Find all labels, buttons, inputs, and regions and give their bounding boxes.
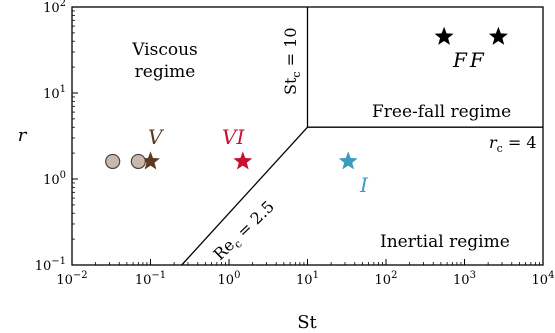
- x-tick-label: 10−1: [135, 270, 166, 288]
- y-tick-label: 102: [43, 0, 66, 16]
- x-tick-label: 102: [375, 270, 398, 288]
- star-marker-i: [338, 151, 358, 170]
- point-label-ff: FF: [452, 48, 487, 72]
- data-markers: [105, 26, 508, 170]
- star-marker-ff: [434, 26, 454, 45]
- region-inertial: Inertial regime: [380, 232, 510, 252]
- x-tick-label: 101: [296, 270, 319, 288]
- circle-marker: [130, 153, 146, 170]
- x-axis-label: St: [297, 312, 317, 333]
- y-axis-label: r: [18, 125, 28, 146]
- boundary-rec: [181, 126, 308, 266]
- point-label-vi: VI: [222, 125, 245, 149]
- regime-boundaries: [181, 7, 543, 266]
- y-ticks: 10−1 100 101 102: [35, 0, 78, 274]
- x-tick-label: 104: [532, 270, 555, 288]
- star-marker-v: [141, 151, 160, 170]
- rec-label: Rec = 2.5: [210, 197, 280, 266]
- point-label-v: V: [148, 125, 165, 149]
- x-ticks: 10−2 10−1 100 101 102 103 104: [56, 259, 554, 288]
- x-tick-label: 10−2: [56, 270, 87, 288]
- region-viscous-line1: Viscous: [131, 40, 198, 60]
- stc-label: Stc = 10: [281, 28, 303, 96]
- y-tick-label: 10−1: [35, 256, 66, 274]
- region-freefall: Free-fall regime: [372, 102, 511, 122]
- rc-label: rc = 4: [489, 133, 537, 155]
- y-tick-label: 101: [43, 84, 66, 102]
- x-tick-label: 100: [218, 270, 241, 288]
- x-tick-label: 103: [453, 270, 476, 288]
- star-marker-ff: [488, 26, 508, 45]
- y-tick-label: 100: [43, 170, 66, 188]
- point-label-i: I: [359, 173, 369, 197]
- region-viscous-line2: regime: [135, 62, 196, 82]
- star-marker-vi: [233, 151, 253, 170]
- circle-marker: [105, 153, 121, 170]
